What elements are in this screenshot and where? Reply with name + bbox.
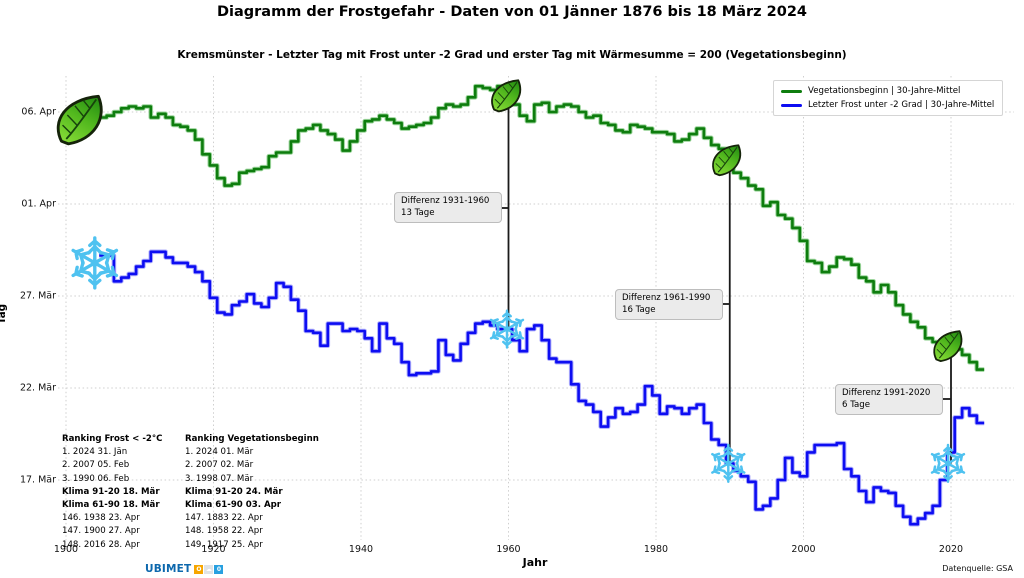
ranking-row: 1. 2024 31. Jän <box>62 447 128 458</box>
legend-label: Vegetationsbeginn | 30-Jahre-Mittel <box>808 86 961 96</box>
annotation-value: 16 Tage <box>622 305 656 316</box>
difference-annotation-2: Differenz 1991-2020 6 Tage <box>835 384 943 415</box>
y-tick-label: 17. Mär <box>19 474 56 486</box>
x-tick-label: 1900 <box>53 544 79 555</box>
logo-square: O <box>194 564 204 574</box>
series-line-0 <box>99 84 985 371</box>
x-tick-label: 2020 <box>938 544 964 555</box>
annotation-title: Differenz 1991-2020 <box>842 388 931 398</box>
annotation-title: Differenz 1931-1960 <box>401 196 490 206</box>
annotation-value: 6 Tage <box>842 400 871 411</box>
logo-square: ☁ <box>204 564 214 574</box>
y-tick-label: 27. Mär <box>19 290 56 302</box>
ranking-frost-column: Ranking Frost < -2°C 1. 2024 31. Jän 2. 20… <box>62 433 162 552</box>
ranking-row: 3. 1990 06. Feb <box>62 473 130 484</box>
legend-label: Letzter Frost unter -2 Grad | 30-Jahre-M… <box>808 100 995 110</box>
difference-annotation-0: Differenz 1931-1960 13 Tage <box>394 192 502 223</box>
ranking-row: 147. 1900 27. Apr <box>62 526 140 537</box>
ranking-row: Klima 61-90 03. Apr <box>185 500 282 511</box>
legend-swatch <box>781 89 802 93</box>
ubimet-logo-text: UBIMET <box>145 563 192 575</box>
ranking-row: Klima 91-20 24. Mär <box>185 486 283 497</box>
x-tick-label: 2000 <box>791 544 816 555</box>
y-tick-label: 22. Mär <box>19 382 56 394</box>
datasource-note: Datenquelle: GSA <box>942 564 1013 573</box>
ranking-row: Klima 91-20 18. Mär <box>62 486 160 497</box>
ranking-row: Klima 61-90 18. Mär <box>62 500 160 511</box>
ranking-header: Ranking Vegetationsbeginn <box>185 434 319 444</box>
ranking-row: 2. 2007 02. Mär <box>185 460 254 471</box>
ranking-row: 1. 2024 01. Mär <box>185 447 254 458</box>
leaf-icon <box>52 94 108 147</box>
ranking-row: 2. 2007 05. Feb <box>62 460 130 471</box>
x-tick-label: 1960 <box>496 544 521 555</box>
series-line-1 <box>99 250 985 526</box>
ranking-row: 148. 2016 28. Apr <box>62 539 140 550</box>
y-tick-label: 06. Apr <box>21 106 56 118</box>
ranking-row: 147. 1883 22. Apr <box>185 513 263 524</box>
chart-title: Diagramm der Frostgefahr - Daten von 01 … <box>216 4 808 20</box>
ranking-row: 148. 1958 22. Apr <box>185 526 263 537</box>
ubimet-logo: UBIMET O ☁ 0 <box>145 563 224 575</box>
legend-swatch <box>781 103 802 107</box>
ranking-vegetation-column: Ranking Vegetationsbeginn 1. 2024 01. Mär… <box>185 433 319 552</box>
y-tick-label: 01. Apr <box>21 198 56 210</box>
series-markers <box>52 79 968 484</box>
leaf-icon <box>930 330 966 363</box>
y-axis-label: Tag <box>0 303 9 325</box>
x-tick-label: 1980 <box>643 544 669 555</box>
legend-entry-0: Vegetationsbeginn | 30-Jahre-Mittel <box>781 86 994 96</box>
chart-subtitle: Kremsmünster - Letzter Tag mit Frost unt… <box>177 49 847 61</box>
legend-entry-1: Letzter Frost unter -2 Grad | 30-Jahre-M… <box>781 100 994 110</box>
annotation-value: 13 Tage <box>401 208 435 219</box>
x-axis-label: Jahr <box>522 556 548 569</box>
legend: Vegetationsbeginn | 30-Jahre-Mittel Letzt… <box>773 80 1004 116</box>
difference-annotation-1: Differenz 1961-1990 16 Tage <box>615 289 723 320</box>
data-lines <box>99 83 985 527</box>
snowflake-icon <box>928 443 968 484</box>
ubimet-logo-squares: O ☁ 0 <box>193 564 224 574</box>
ranking-row: 146. 1938 23. Apr <box>62 513 140 524</box>
ranking-header: Ranking Frost < -2°C <box>62 434 163 444</box>
x-tick-label: 1920 <box>201 544 226 555</box>
ranking-row: 149. 1917 25. Apr <box>185 539 263 550</box>
ranking-row: 3. 1998 07. Mär <box>185 473 254 484</box>
logo-square: 0 <box>214 564 224 574</box>
x-tick-label: 1940 <box>348 544 374 555</box>
annotation-title: Differenz 1961-1990 <box>622 293 711 303</box>
